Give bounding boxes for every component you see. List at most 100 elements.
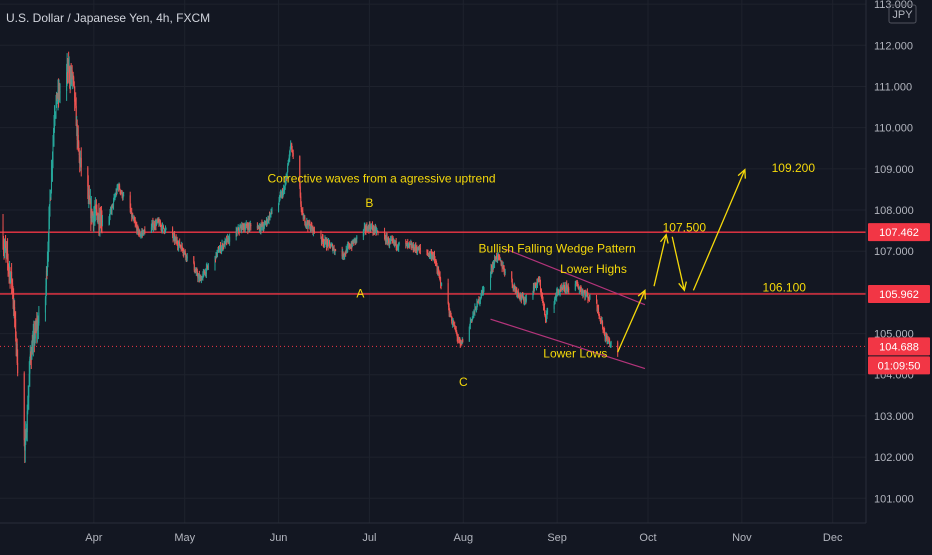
candle-body	[504, 271, 506, 274]
candle-body	[137, 227, 139, 229]
candle-body	[395, 240, 397, 244]
candle-body	[225, 240, 227, 242]
candle-body	[598, 313, 600, 316]
candle-body	[35, 328, 37, 330]
candle-body	[226, 238, 228, 242]
candle-body	[217, 250, 219, 253]
candle-body	[247, 225, 249, 230]
candle-body	[387, 239, 389, 242]
candle-body	[283, 189, 285, 191]
candle-body	[328, 241, 330, 243]
candle-body	[50, 190, 52, 200]
projection-arrowhead-3	[737, 168, 746, 179]
candle-body	[395, 240, 397, 246]
candle-body	[566, 287, 568, 290]
candle-body	[12, 283, 14, 294]
candle-body	[129, 195, 131, 209]
candle-body	[561, 287, 563, 289]
candle-body	[54, 114, 56, 118]
candle-body	[431, 256, 433, 258]
currency-badge[interactable]: JPY	[888, 4, 917, 24]
price-axis[interactable]	[865, 0, 932, 550]
candle-body	[522, 296, 524, 299]
candle-body	[13, 300, 15, 310]
candle-body	[284, 188, 286, 190]
candle-body	[413, 249, 415, 251]
candle-body	[175, 238, 177, 241]
candle-body	[47, 242, 49, 251]
time-axis[interactable]	[0, 522, 932, 550]
candle-body	[16, 344, 18, 363]
candle-body	[430, 253, 432, 255]
candle-body	[224, 241, 226, 246]
candle-body	[77, 134, 79, 141]
candle-body	[558, 291, 560, 295]
candle-body	[31, 347, 33, 353]
annotation-8: 107.500	[663, 221, 707, 235]
candle-body	[301, 210, 303, 212]
candle-body	[8, 265, 10, 270]
candle-body	[10, 272, 12, 278]
candle-body	[513, 287, 515, 290]
candle-body	[397, 247, 399, 249]
candle-body	[26, 432, 28, 438]
annotation-0: Corrective waves from a agressive uptren…	[267, 171, 495, 185]
candle-body	[376, 231, 378, 233]
candle-body	[35, 325, 37, 329]
candle-body	[320, 238, 322, 241]
candle-body	[597, 308, 599, 311]
candle-body	[95, 206, 97, 209]
candle-body	[523, 302, 525, 304]
candle-body	[564, 289, 566, 292]
candle-body	[434, 255, 436, 260]
candle-body	[498, 256, 500, 258]
candle-body	[270, 210, 272, 215]
candle-body	[520, 294, 522, 298]
drawings[interactable]	[490, 168, 746, 370]
candle-body	[394, 242, 396, 244]
candle-body	[375, 231, 377, 233]
candle-body	[185, 254, 187, 258]
horizontal-levels[interactable]	[0, 231, 866, 347]
candle-body	[186, 256, 188, 259]
candle-body	[453, 325, 455, 327]
candle-body	[226, 239, 228, 242]
candle-body	[3, 245, 5, 249]
candle-body	[244, 227, 246, 230]
candle-body	[470, 320, 472, 322]
candle-body	[574, 283, 576, 290]
candle-body	[48, 204, 50, 219]
candle-body	[354, 238, 356, 242]
candle-body	[344, 252, 346, 256]
candle-body	[363, 228, 365, 233]
candle-body	[74, 86, 76, 102]
candle-body	[346, 249, 348, 253]
candle-body	[491, 269, 493, 271]
candle-body	[375, 227, 377, 232]
candle-body	[437, 269, 439, 274]
candle-body	[354, 238, 356, 240]
chart-title: U.S. Dollar / Japanese Yen, 4h, FXCM	[6, 11, 210, 25]
candle-body	[194, 270, 196, 273]
candle-body	[478, 299, 480, 303]
candle-body	[304, 222, 306, 225]
candle-body	[436, 263, 438, 267]
candle-body	[398, 242, 400, 248]
candle-body	[519, 294, 521, 298]
candle-body	[533, 287, 535, 290]
candle-body	[278, 200, 280, 204]
candle-body	[130, 208, 132, 213]
candle-body	[30, 354, 32, 358]
candle-body	[261, 224, 263, 226]
candle-body	[478, 301, 480, 303]
candle-body	[184, 251, 186, 253]
candle-body	[473, 311, 475, 314]
candle-body	[353, 239, 355, 244]
candle-body	[540, 289, 542, 293]
candle-body	[491, 268, 493, 270]
candle-body	[470, 319, 472, 321]
candle-body	[576, 281, 578, 285]
candle-body	[182, 250, 184, 253]
